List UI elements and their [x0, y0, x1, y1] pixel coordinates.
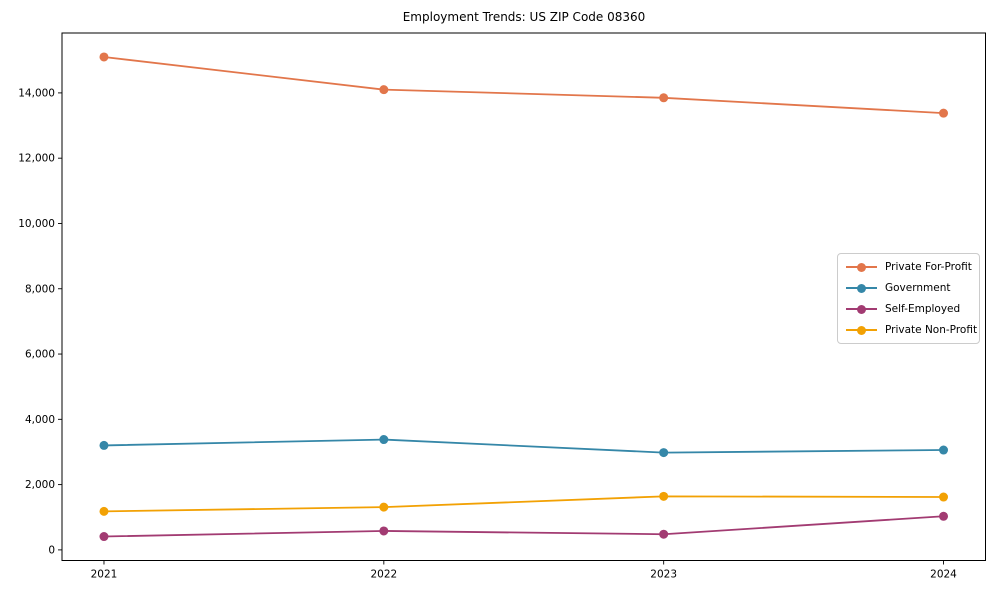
- legend-entry-government: Government: [846, 281, 971, 295]
- legend: Private For-Profit Government Self-Employe…: [837, 253, 980, 344]
- y-tick-label: 12,000: [18, 153, 55, 165]
- legend-entry-self-employed: Self-Employed: [846, 302, 971, 316]
- legend-entry-private-for-profit: Private For-Profit: [846, 260, 972, 274]
- legend-label: Government: [885, 282, 951, 294]
- legend-entry-private-non-profit: Private Non-Profit: [846, 323, 977, 337]
- data-point-private-for-profit-2021: [99, 52, 109, 62]
- data-point-government-2022: [379, 435, 389, 445]
- y-tick-label: 2,000: [25, 479, 55, 491]
- y-tick-label: 10,000: [18, 218, 55, 230]
- data-point-self-employed-2024: [939, 511, 949, 521]
- series-line-private-non-profit: [103, 495, 944, 513]
- legend-line-marker-icon: [846, 304, 877, 314]
- data-point-private-for-profit-2024: [939, 108, 949, 118]
- y-tick-label: 8,000: [25, 283, 55, 295]
- x-tick-label: 2024: [930, 569, 957, 581]
- data-point-government-2023: [659, 448, 669, 458]
- series-line-private-for-profit: [103, 56, 944, 115]
- y-tick-label: 0: [48, 544, 55, 556]
- x-tick-label: 2021: [91, 569, 118, 581]
- data-point-self-employed-2021: [99, 532, 109, 542]
- data-point-government-2024: [939, 445, 949, 455]
- legend-label: Private Non-Profit: [885, 324, 978, 336]
- legend-line-marker-icon: [846, 325, 877, 335]
- data-point-private-non-profit-2023: [659, 491, 669, 501]
- legend-line-marker-icon: [846, 283, 877, 293]
- series-line-self-employed: [103, 515, 944, 538]
- chart-title: Employment Trends: US ZIP Code 08360: [402, 10, 646, 24]
- y-tick-label: 14,000: [18, 87, 55, 99]
- data-point-private-for-profit-2022: [379, 85, 389, 95]
- y-tick-label: 4,000: [25, 414, 55, 426]
- data-point-private-non-profit-2022: [379, 502, 389, 512]
- legend-label: Private For-Profit: [885, 261, 972, 273]
- x-tick-label: 2022: [370, 569, 397, 581]
- data-point-private-non-profit-2021: [99, 506, 109, 516]
- legend-line-marker-icon: [846, 262, 877, 272]
- data-point-government-2021: [99, 440, 109, 450]
- x-tick-label: 2023: [650, 569, 677, 581]
- plot-border: [61, 32, 986, 561]
- y-tick-label: 6,000: [25, 349, 55, 361]
- data-point-self-employed-2023: [659, 529, 669, 539]
- data-point-self-employed-2022: [379, 526, 389, 536]
- data-point-private-for-profit-2023: [659, 93, 669, 103]
- legend-label: Self-Employed: [885, 303, 961, 315]
- data-point-private-non-profit-2024: [939, 492, 949, 502]
- series-line-government: [103, 438, 944, 454]
